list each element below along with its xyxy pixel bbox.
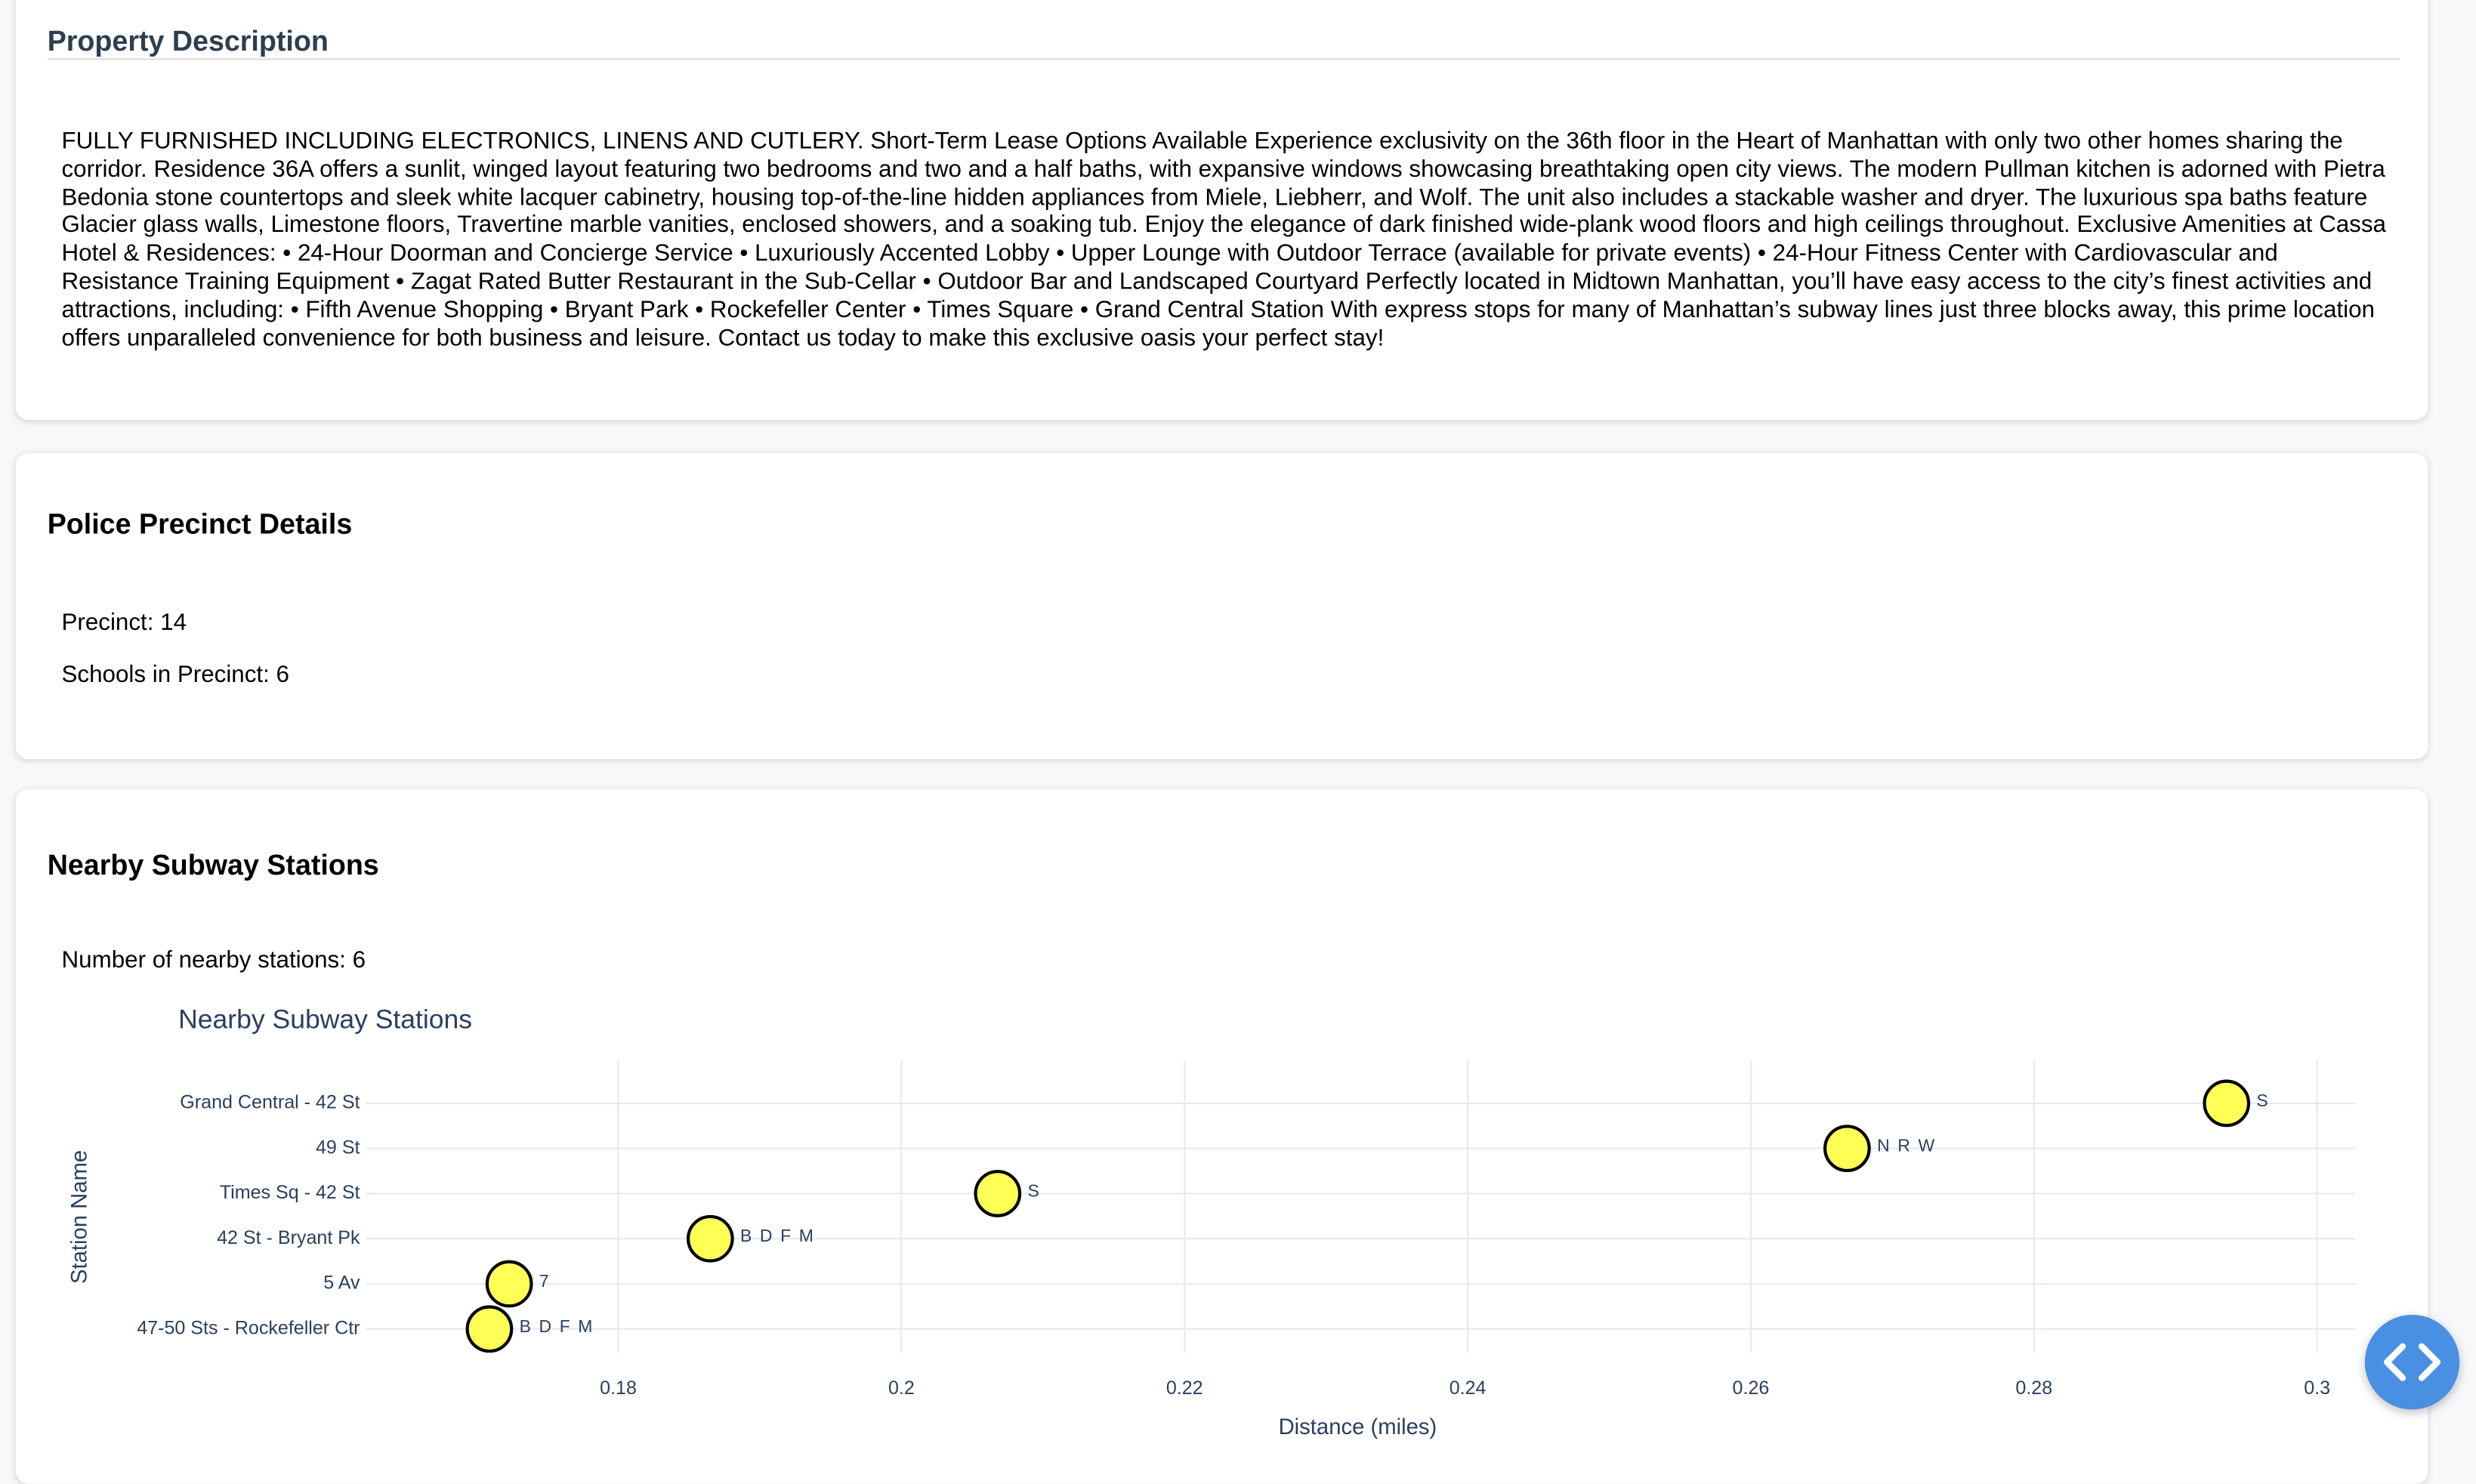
y-tick-label: Times Sq - 42 St bbox=[220, 1182, 360, 1203]
code-button[interactable] bbox=[2364, 1314, 2460, 1410]
x-tick-label: 0.26 bbox=[1733, 1378, 1770, 1399]
chart-title: Nearby Subway Stations bbox=[178, 1004, 472, 1035]
precinct: Precinct: 14 bbox=[61, 609, 187, 637]
subway-card: Nearby Subway Stations Number of nearby … bbox=[15, 789, 2428, 1484]
point bbox=[2203, 1079, 2251, 1128]
point-label: B D F M bbox=[520, 1316, 594, 1336]
point-label: N R W bbox=[1877, 1136, 1936, 1155]
police-card: Police Precinct Details Precinct: 14 Sch… bbox=[15, 452, 2428, 760]
point-label: S bbox=[2256, 1091, 2269, 1110]
section-title: Nearby Subway Stations bbox=[47, 849, 379, 881]
x-tick-label: 0.18 bbox=[600, 1378, 637, 1399]
x-tick-label: 0.22 bbox=[1166, 1378, 1203, 1399]
x-tick-label: 0.28 bbox=[2015, 1378, 2052, 1399]
property-card: Property Description FULLY FURNISHED INC… bbox=[15, 0, 2428, 420]
x-tick-label: 0.3 bbox=[2304, 1378, 2330, 1399]
y-tick-label: 49 St bbox=[316, 1137, 360, 1158]
point bbox=[1823, 1125, 1871, 1173]
point-label: 7 bbox=[539, 1271, 551, 1291]
x-tick-label: 0.24 bbox=[1449, 1378, 1487, 1399]
point bbox=[485, 1260, 533, 1308]
point-label: S bbox=[1028, 1180, 1041, 1200]
description: FULLY FURNISHED INCLUDING ELECTRONICS, L… bbox=[61, 128, 2386, 352]
divider bbox=[47, 58, 2400, 60]
schools: Schools in Precinct: 6 bbox=[61, 661, 289, 689]
y-tick-label: 5 Av bbox=[323, 1273, 360, 1294]
y-tick-label: 47-50 Sts - Rockefeller Ctr bbox=[137, 1317, 360, 1338]
y-tick-label: 42 St - Bryant Pk bbox=[217, 1227, 360, 1248]
point bbox=[465, 1305, 514, 1353]
point-label: B D F M bbox=[740, 1226, 815, 1245]
point bbox=[686, 1214, 734, 1263]
y-tick-label: Grand Central - 42 St bbox=[180, 1092, 360, 1113]
section-title: Police Precinct Details bbox=[47, 508, 353, 540]
point bbox=[974, 1170, 1022, 1217]
code-icon bbox=[2383, 1343, 2441, 1381]
x-tick-label: 0.2 bbox=[888, 1378, 915, 1399]
x-axis-title: Distance (miles) bbox=[1279, 1415, 1437, 1439]
station-count: Number of nearby stations: 6 bbox=[61, 947, 366, 974]
section-title: Property Description bbox=[47, 25, 329, 57]
y-axis-title: Station Name bbox=[67, 1150, 91, 1284]
